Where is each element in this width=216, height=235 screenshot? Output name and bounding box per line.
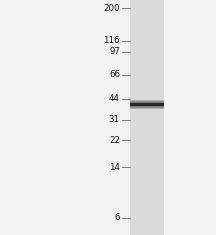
Text: 22: 22 [109,136,120,145]
Text: 66: 66 [109,70,120,79]
Text: 200: 200 [103,4,120,13]
Bar [130,103,164,106]
Text: 6: 6 [114,213,120,222]
Text: 14: 14 [109,163,120,172]
Text: 97: 97 [109,47,120,56]
Text: 44: 44 [109,94,120,103]
Text: 31: 31 [109,115,120,124]
Bar [130,0,164,235]
Text: 116: 116 [103,36,120,45]
